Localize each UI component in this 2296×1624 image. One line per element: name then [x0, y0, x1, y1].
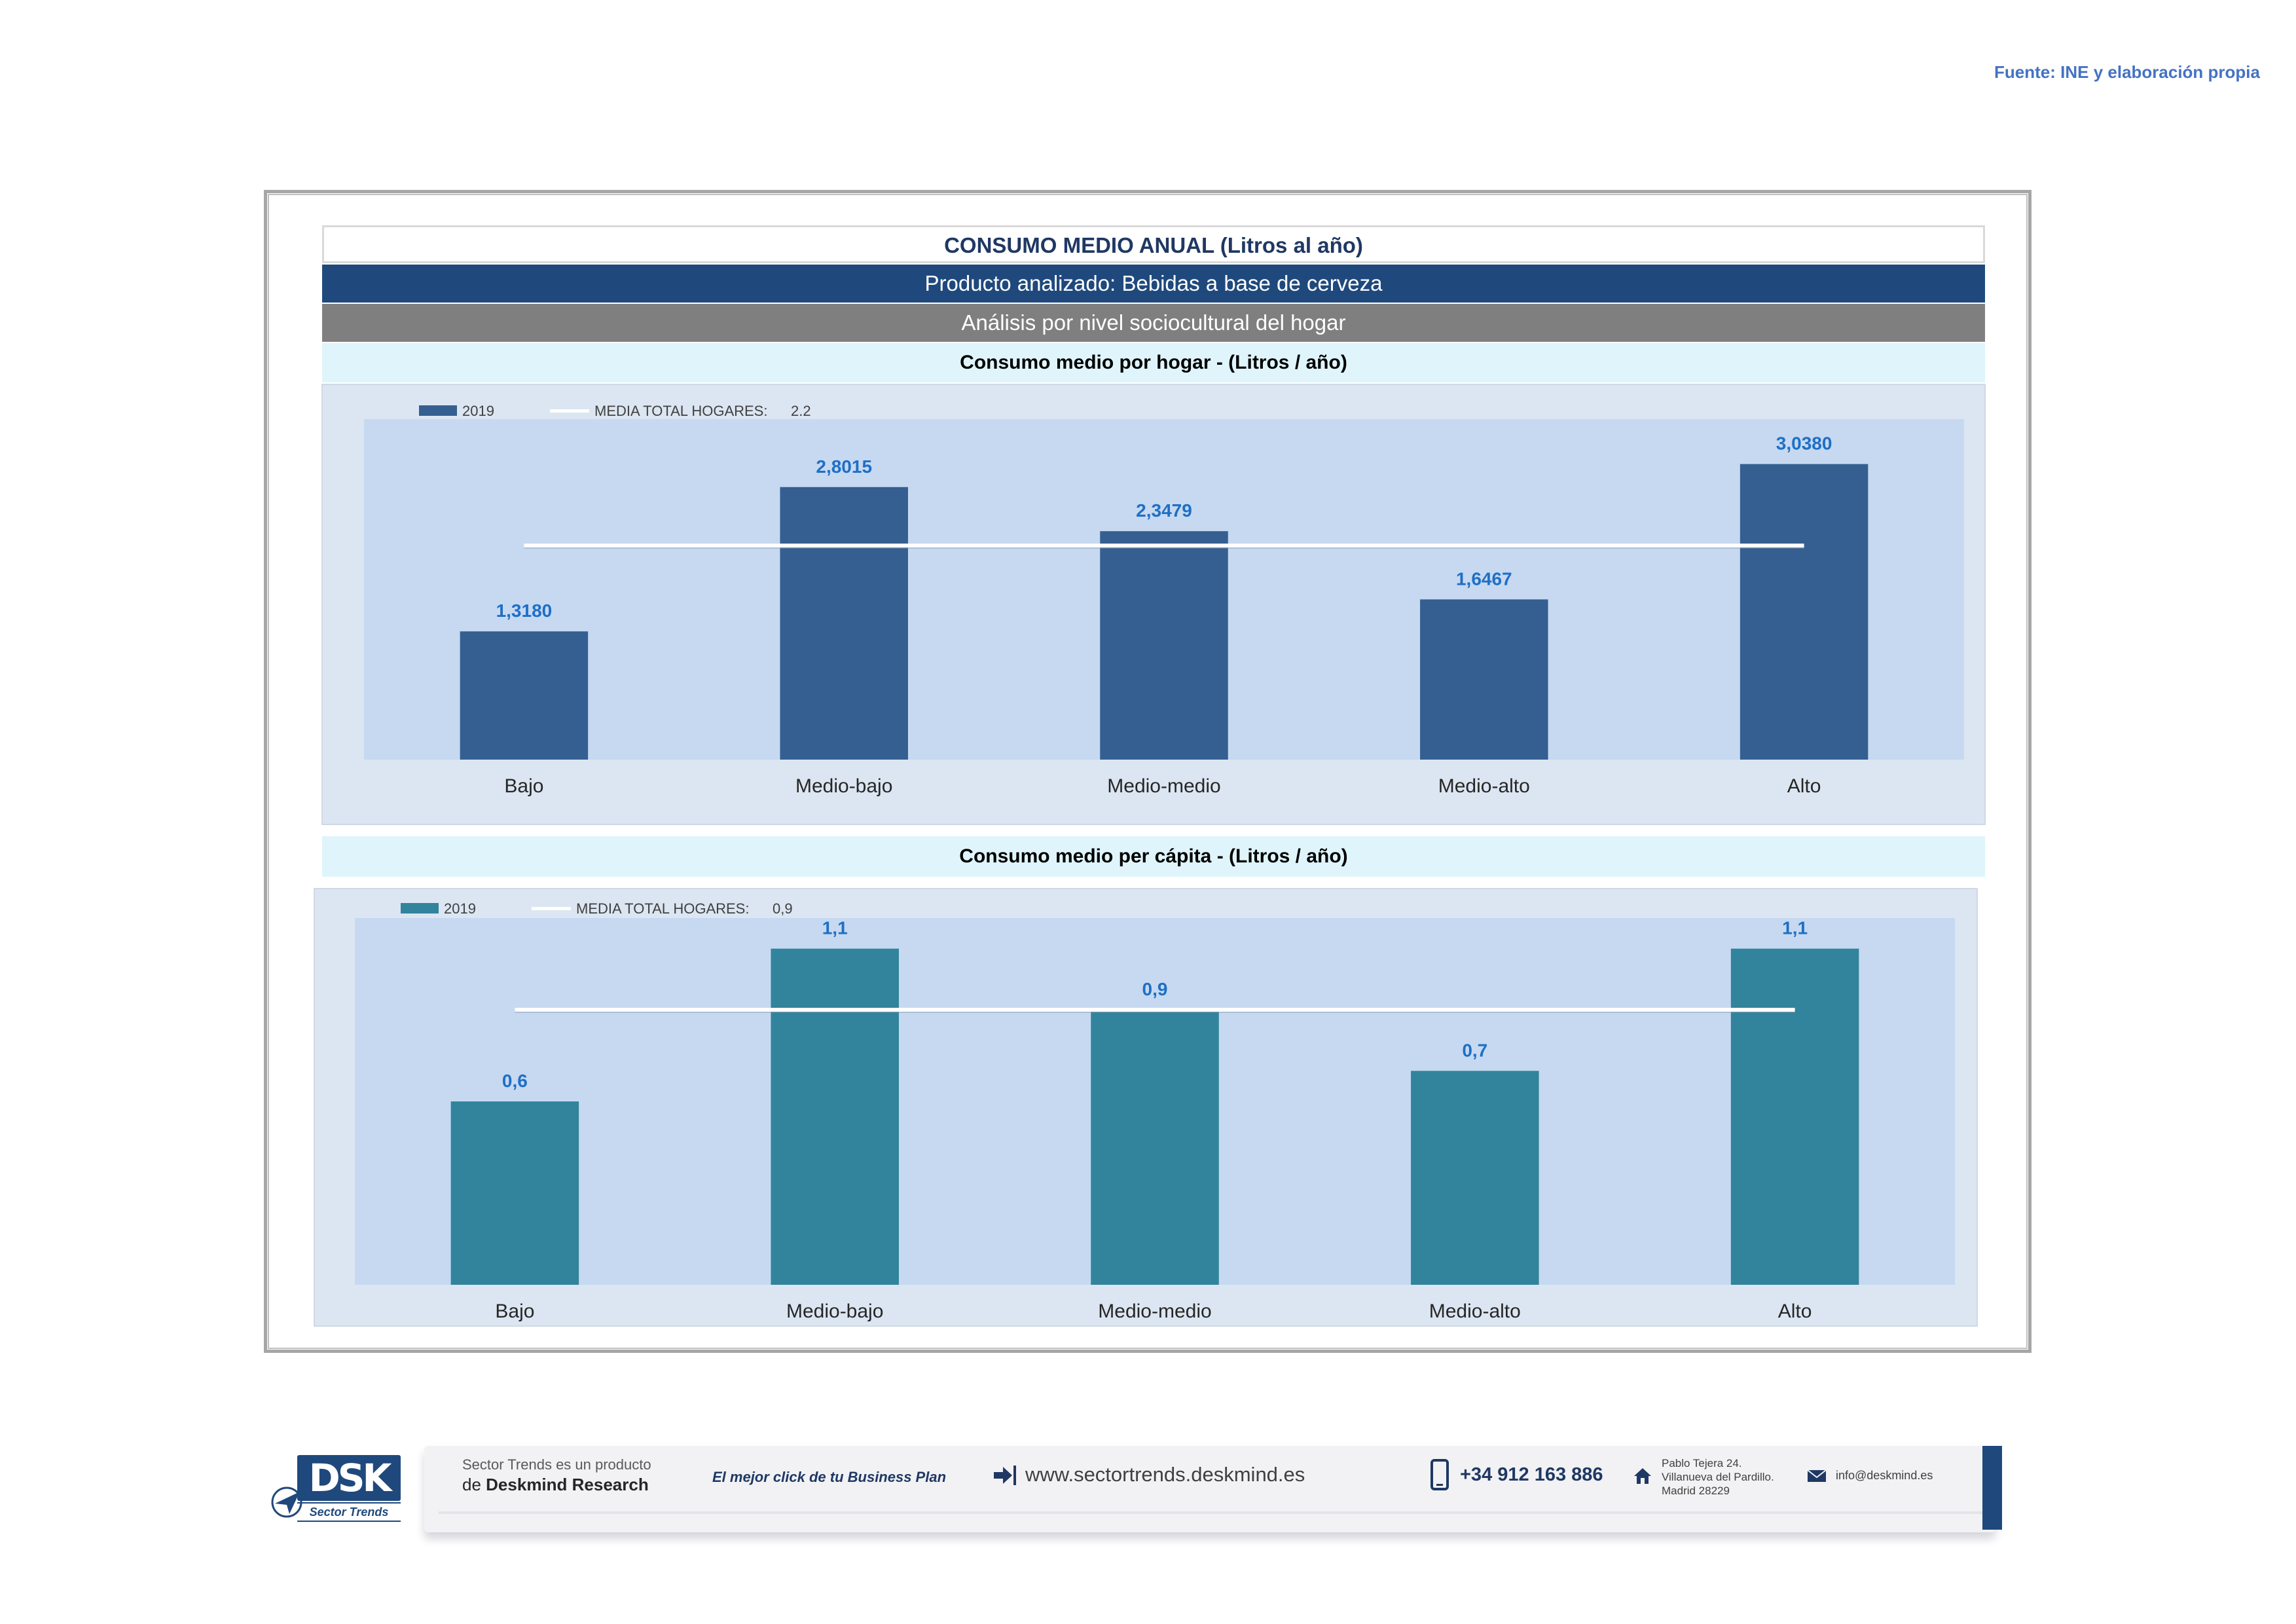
capita-data-label: 0,6	[502, 1071, 528, 1091]
hogar-legend-swatch-bar	[419, 405, 457, 416]
footer-product-line1: Sector Trends es un producto	[462, 1456, 651, 1473]
footer-divider	[439, 1511, 1984, 1514]
capita-category-label: Medio-medio	[1098, 1301, 1211, 1322]
product-band: Producto analizado: Bebidas a base de ce…	[322, 265, 1985, 303]
hogar-bar	[1100, 531, 1228, 760]
envelope-icon	[1807, 1469, 1827, 1482]
arrow-login-icon	[994, 1466, 1016, 1485]
report-title: CONSUMO MEDIO ANUAL (Litros al año)	[322, 225, 1985, 263]
hogar-category-label: Medio-medio	[1107, 775, 1220, 797]
capita-data-label: 1,1	[1782, 918, 1808, 938]
capita-legend-series-label: 2019	[444, 900, 476, 917]
capita-data-label: 1,1	[822, 918, 848, 938]
footer-accent	[1982, 1446, 2002, 1530]
hogar-category-label: Alto	[1787, 775, 1821, 797]
house-icon	[1634, 1468, 1651, 1484]
footer-product-brand: Deskmind Research	[486, 1475, 649, 1494]
capita-category-label: Bajo	[495, 1301, 534, 1322]
report-inner-frame	[268, 194, 2028, 1349]
footer-address-line1: Pablo Tejera 24.	[1662, 1457, 1742, 1469]
hogar-data-label: 1,6467	[1456, 568, 1512, 589]
hogar-bar	[780, 487, 908, 760]
hogar-legend-average-label: MEDIA TOTAL HOGARES:	[594, 403, 767, 419]
capita-legend-average-value: 0,9	[773, 900, 793, 917]
hogar-legend-series-label: 2019	[462, 403, 494, 419]
analysis-band: Análisis por nivel sociocultural del hog…	[322, 304, 1985, 342]
hogar-bar	[460, 631, 589, 760]
dsk-logo: DSK Sector Trends	[271, 1455, 401, 1522]
footer-address-line2: Villanueva del Pardillo.	[1662, 1471, 1774, 1483]
capita-bar	[1411, 1071, 1539, 1285]
capita-category-label: Medio-alto	[1429, 1301, 1521, 1322]
footer-product-line2: de Deskmind Research	[462, 1475, 649, 1495]
capita-legend-swatch-bar	[401, 903, 439, 913]
footer-website[interactable]: www.sectortrends.deskmind.es	[1025, 1463, 1305, 1486]
footer-address-line3: Madrid 28229	[1662, 1485, 1730, 1497]
footer-email[interactable]: info@deskmind.es	[1836, 1469, 1933, 1482]
hogar-data-label: 2,3479	[1136, 500, 1192, 521]
capita-legend-average-label: MEDIA TOTAL HOGARES:	[576, 900, 749, 917]
capita-category-label: Medio-bajo	[786, 1301, 883, 1322]
dsk-logo-text: DSK	[308, 1456, 392, 1500]
capita-bar	[450, 1101, 579, 1285]
chart-title-hogar: Consumo medio por hogar - (Litros / año)	[322, 343, 1985, 382]
capita-legend-swatch-line	[532, 907, 571, 910]
footer-address: Pablo Tejera 24. Villanueva del Pardillo…	[1662, 1456, 1774, 1498]
hogar-bar	[1420, 599, 1548, 760]
capita-category-label: Alto	[1778, 1301, 1812, 1322]
hogar-legend-swatch-line	[550, 409, 589, 413]
capita-bar	[1091, 1010, 1219, 1285]
hogar-data-label: 3,0380	[1776, 434, 1832, 454]
hogar-data-label: 1,3180	[496, 600, 553, 621]
hogar-data-label: 2,8015	[816, 456, 872, 477]
footer-bar	[424, 1446, 1995, 1532]
hogar-legend-average-value: 2.2	[791, 403, 811, 419]
hogar-category-label: Medio-alto	[1438, 775, 1530, 797]
dsk-logo-sub: Sector Trends	[297, 1502, 401, 1522]
paper-plane-icon	[271, 1486, 302, 1518]
capita-data-label: 0,9	[1142, 979, 1168, 999]
source-note: Fuente: INE y elaboración propia	[1994, 62, 2260, 82]
capita-data-label: 0,7	[1462, 1040, 1487, 1060]
footer-slogan: El mejor click de tu Business Plan	[712, 1469, 947, 1485]
hogar-bar	[1740, 464, 1868, 760]
footer-phone[interactable]: +34 912 163 886	[1460, 1464, 1603, 1485]
hogar-category-label: Medio-bajo	[795, 775, 892, 797]
capita-bar	[1730, 948, 1859, 1285]
mobile-phone-icon	[1430, 1459, 1449, 1490]
hogar-category-label: Bajo	[504, 775, 543, 797]
footer-product-prefix: de	[462, 1475, 481, 1494]
chart-title-capita: Consumo medio per cápita - (Litros / año…	[322, 836, 1985, 877]
capita-bar	[771, 948, 899, 1285]
